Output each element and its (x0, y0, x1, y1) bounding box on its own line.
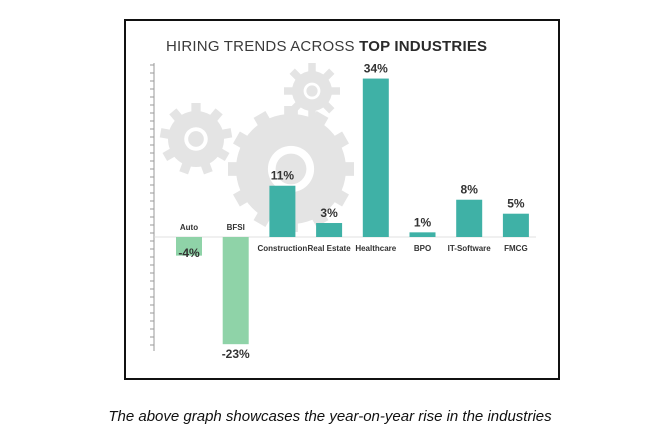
value-label: -23% (222, 347, 250, 361)
bar-chart: -4% Auto -23% BFSI 11% Construction 3% Real Est… (150, 62, 536, 362)
category-label: Real Estate (308, 244, 352, 253)
gear-illustration (159, 63, 354, 232)
category-label: Construction (258, 244, 308, 253)
category-label: Auto (180, 223, 198, 232)
labels: -4% Auto -23% BFSI 11% Construction 3% Real Est… (178, 62, 527, 362)
value-label: 11% (271, 169, 295, 183)
chart-title-part1: HIRING TRENDS ACROSS (166, 38, 360, 55)
category-label: IT-Software (448, 244, 492, 253)
value-label: 8% (461, 183, 479, 197)
bar-fmcg (502, 213, 529, 237)
category-label: Healthcare (355, 244, 396, 253)
chart-frame: -4% Auto -23% BFSI 11% Construction 3% Real Est… (124, 19, 560, 380)
category-label: BPO (414, 244, 431, 253)
value-label: -4% (178, 246, 200, 260)
gear-hole-inner (188, 131, 204, 147)
value-label: 34% (364, 62, 388, 76)
gear-tooth (191, 103, 201, 117)
value-label: 1% (414, 215, 432, 229)
bar-auto (176, 237, 202, 256)
gear-small-top-icon (284, 63, 340, 119)
category-label: FMCG (504, 244, 528, 253)
gear-tooth (308, 63, 316, 77)
bar-construction (269, 185, 296, 237)
bar-bpo (409, 232, 436, 237)
value-label: 5% (507, 197, 525, 211)
bars (176, 78, 529, 345)
bar-bfsi (222, 237, 249, 345)
gear-large-icon (228, 106, 354, 232)
gear-hole-inner (306, 85, 318, 97)
bar-healthcare (362, 78, 389, 237)
chart-title-part2: TOP INDUSTRIES (359, 38, 488, 55)
gear-tooth (308, 105, 316, 119)
category-label: BFSI (227, 223, 245, 232)
bar-real-estate (316, 223, 343, 237)
caption: The above graph showcases the year-on-ye… (108, 408, 552, 425)
gear-hole-inner (275, 153, 307, 185)
chart-title: HIRING TRENDS ACROSS TOP INDUSTRIES (166, 38, 487, 55)
bar-it-software (456, 199, 483, 237)
gear-small-left-icon (159, 103, 233, 175)
value-label: 3% (320, 206, 338, 220)
